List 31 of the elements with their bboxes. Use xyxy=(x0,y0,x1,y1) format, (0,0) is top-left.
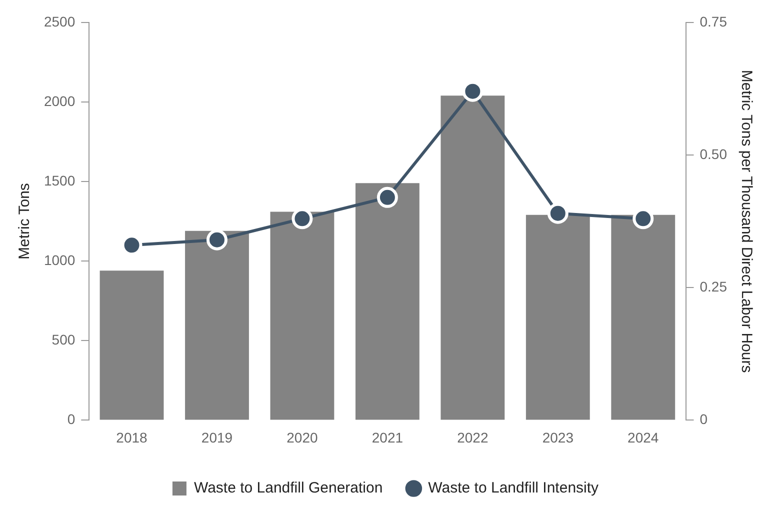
point xyxy=(376,186,398,208)
x-tick-label: 2019 xyxy=(201,429,233,446)
legend-label: Waste to Landfill Intensity xyxy=(428,480,600,497)
y-tick-label: 0 xyxy=(67,411,76,428)
y2-tick-label: 0.75 xyxy=(700,13,728,30)
y-tick-label: 500 xyxy=(52,332,76,348)
bar xyxy=(185,230,249,420)
legend-label: Waste to Landfill Generation xyxy=(194,480,383,497)
y2-tick-label: 0.50 xyxy=(700,146,728,162)
point xyxy=(206,229,228,250)
bar xyxy=(270,212,334,420)
bar xyxy=(611,214,676,420)
x-tick-label: 2023 xyxy=(542,429,574,446)
y-axis-title: Metric Tons xyxy=(16,183,34,260)
bar xyxy=(440,96,505,420)
y2-axis-title: Metric Tons per Thousand Direct Labor Hours xyxy=(738,70,755,373)
x-tick-label: 2021 xyxy=(372,429,404,446)
bar xyxy=(526,214,590,420)
bar xyxy=(355,183,420,420)
x-tick-label: 2024 xyxy=(628,429,659,446)
y2-tick-label: 0 xyxy=(700,411,708,428)
y-tick-label: 1500 xyxy=(44,172,76,188)
bar xyxy=(100,270,164,420)
x-tick-label: 2020 xyxy=(286,429,318,446)
point xyxy=(547,202,568,224)
x-tick-label: 2022 xyxy=(457,429,488,446)
x-tick-label: 2018 xyxy=(116,429,148,446)
y-tick-label: 2500 xyxy=(44,13,76,30)
y2-tick-label: 0.25 xyxy=(700,278,728,294)
y-tick-label: 1000 xyxy=(44,252,76,268)
y-tick-label: 2000 xyxy=(44,92,76,109)
